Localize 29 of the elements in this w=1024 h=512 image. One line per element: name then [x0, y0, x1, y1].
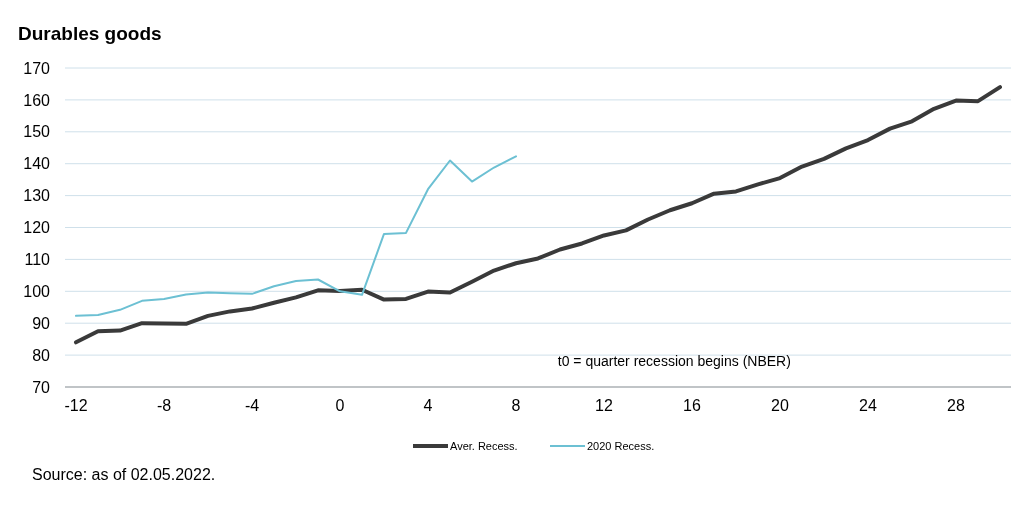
- x-tick-label: 0: [335, 397, 345, 414]
- x-tick-label: -4: [244, 397, 260, 414]
- x-tick-label: -8: [156, 397, 172, 414]
- x-tick-label: -12: [64, 397, 88, 414]
- y-tick-label: 120: [23, 219, 51, 237]
- legend-label: 2020 Recess.: [587, 439, 655, 452]
- x-tick-label: 4: [423, 397, 433, 414]
- chart-title: Durables goods: [18, 23, 162, 44]
- x-tick-label: 12: [595, 397, 613, 414]
- x-tick-label: 16: [683, 397, 701, 414]
- y-tick-label: 70: [32, 378, 51, 396]
- y-tick-label: 80: [32, 346, 51, 364]
- y-tick-label: 140: [23, 155, 51, 173]
- y-tick-label: 160: [23, 91, 51, 109]
- y-tick-label: 130: [23, 187, 51, 205]
- source-note: Source: as of 02.05.2022.: [32, 466, 216, 483]
- annotation: t0 = quarter recession begins (NBER): [557, 352, 791, 369]
- legend-label: Aver. Recess.: [450, 439, 518, 452]
- x-tick-label: 20: [771, 397, 789, 414]
- y-tick-label: 110: [24, 251, 51, 268]
- line-series: [75, 155, 517, 317]
- line-series: [74, 85, 1002, 345]
- y-tick-label: 90: [32, 314, 51, 332]
- x-tick-label: 24: [859, 397, 877, 414]
- y-tick-label: 150: [23, 123, 51, 141]
- x-tick-label: 8: [511, 397, 521, 414]
- x-tick-label: 28: [947, 397, 965, 414]
- y-tick-label: 100: [23, 282, 51, 300]
- y-tick-label: 170: [23, 59, 51, 77]
